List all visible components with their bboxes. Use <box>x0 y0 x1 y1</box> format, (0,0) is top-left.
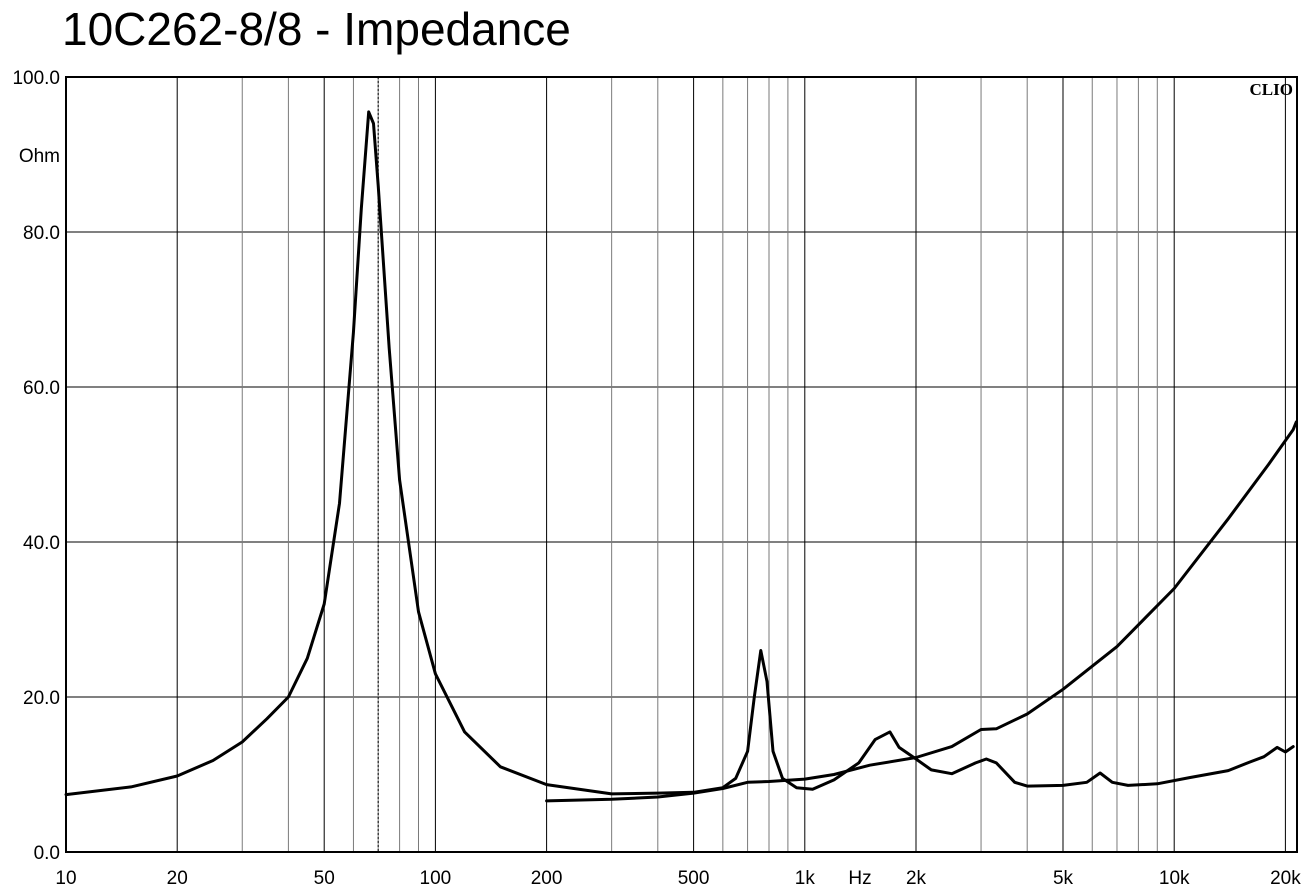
x-tick-label: 5k <box>1053 868 1074 889</box>
y-tick-label: 0.0 <box>34 843 60 864</box>
y-tick-label: 100.0 <box>12 68 60 89</box>
x-tick-label: 20k <box>1270 868 1301 889</box>
x-tick-label: 50 <box>314 868 335 889</box>
impedance-series-1 <box>64 110 1295 797</box>
x-tick-label: 200 <box>531 868 563 889</box>
x-axis-label: Hz <box>848 868 871 889</box>
y-tick-label: 40.0 <box>23 533 60 554</box>
chart-title: 10C262-8/8 - Impedance <box>62 3 571 55</box>
y-tick-label: 60.0 <box>23 378 60 399</box>
y-tick-labels: 0.0 20.0 40.0 60.0 80.0 100.0 <box>12 68 60 864</box>
y-tick-label: 80.0 <box>23 223 60 244</box>
clio-watermark: CLIO <box>1250 80 1293 99</box>
impedance-series-2 <box>545 420 1298 803</box>
y-tick-label: 20.0 <box>23 688 60 709</box>
x-tick-label: 2k <box>906 868 927 889</box>
y-axis-label: Ohm <box>19 146 60 167</box>
plot-frame <box>65 76 1298 853</box>
series-layer <box>64 110 1298 803</box>
x-tick-label: 10 <box>55 868 76 889</box>
x-tick-label: 20 <box>167 868 188 889</box>
x-tick-label: 500 <box>678 868 710 889</box>
x-tick-label: 100 <box>420 868 452 889</box>
x-tick-label: 10k <box>1159 868 1190 889</box>
x-tick-label: 1k <box>795 868 816 889</box>
x-tick-labels: 10 20 50 100 200 500 1k 2k 5k 10k 20k <box>55 868 1301 889</box>
